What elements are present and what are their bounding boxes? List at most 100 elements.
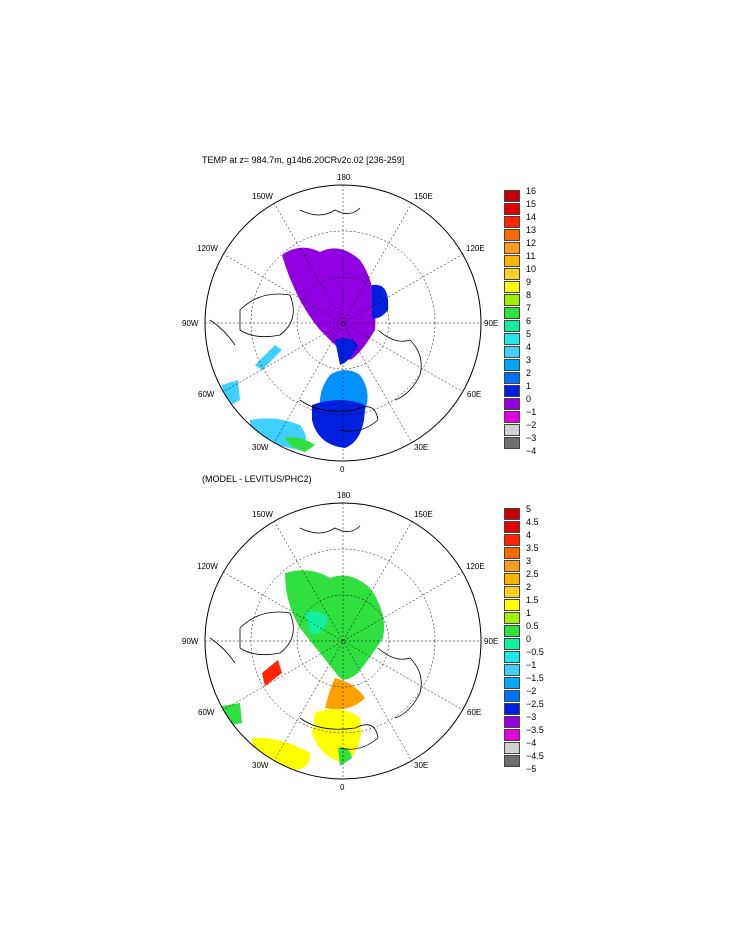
colorbar-swatch (504, 586, 520, 598)
colorbar-tick-label: −4.5 (526, 751, 544, 761)
colorbar-swatch (504, 437, 520, 449)
colorbar-row: 1 (504, 608, 564, 625)
colorbar-row: 8 (504, 290, 564, 307)
lon-label-150w: 150W (252, 510, 273, 519)
field-lightblue (319, 370, 368, 410)
colorbar-row: 10 (504, 264, 564, 281)
field-yellow-2 (252, 737, 311, 770)
colorbar-tick-label: 0 (526, 394, 532, 404)
colorbar-row: 1 (504, 381, 564, 398)
colorbar-row: 2 (504, 368, 564, 385)
colorbar-swatch (504, 190, 520, 202)
colorbar-row: 5 (504, 504, 564, 521)
colorbar-swatch (504, 385, 520, 397)
lon-label-60e: 60E (467, 390, 481, 399)
lon-label-120w: 120W (197, 562, 218, 571)
lon-label-90e: 90E (484, 637, 498, 646)
colorbar-row: 3.5 (504, 543, 564, 560)
field-blue-strait (335, 338, 358, 365)
colorbar-swatch (504, 424, 520, 436)
colorbar-temperature: 16 15 14 13 12 11 10 9 8 7 6 5 4 3 2 1 0 −1 −2 −3 −4 (504, 186, 564, 460)
colorbar-tick-label: 4 (526, 530, 532, 540)
colorbar-row: 0 (504, 394, 564, 411)
colorbar-tick-label: −3 (526, 433, 537, 443)
lon-label-90w: 90W (182, 319, 199, 328)
lon-label-120e: 120E (466, 562, 485, 571)
lon-label-90w: 90W (182, 637, 199, 646)
colorbar-tick-label: 9 (526, 277, 532, 287)
colorbar-tick-label: 13 (526, 225, 537, 235)
colorbar-tick-label: 5 (526, 504, 532, 514)
colorbar-tick-label: 15 (526, 199, 537, 209)
colorbar-tick-label: 3.5 (526, 543, 539, 553)
colorbar-swatch (504, 268, 520, 280)
colorbar-tick-label: 4.5 (526, 517, 539, 527)
colorbar-swatch (504, 242, 520, 254)
colorbar-row: 6 (504, 316, 564, 333)
field-orange (325, 678, 365, 710)
colorbar-swatch (504, 625, 520, 637)
colorbar-tick-label: 1 (526, 608, 532, 618)
field-red (262, 660, 282, 686)
field-green-3 (338, 747, 352, 766)
lon-label-120e: 120E (466, 244, 485, 253)
colorbar-row: 1.5 (504, 595, 564, 612)
colorbar-swatch (504, 216, 520, 228)
colorbar-row: −1 (504, 407, 564, 424)
colorbar-row: 12 (504, 238, 564, 255)
colorbar-row: −5 (504, 764, 564, 778)
colorbar-swatch (504, 521, 520, 533)
colorbar-tick-label: −1 (526, 660, 537, 670)
colorbar-row: −2 (504, 420, 564, 437)
colorbar-tick-label: −2 (526, 420, 537, 430)
lon-label-150e: 150E (414, 510, 433, 519)
colorbar-tick-label: 2 (526, 582, 532, 592)
lon-label-0: 0 (340, 783, 345, 792)
colorbar-tick-label: 14 (526, 212, 537, 222)
colorbar-row: 13 (504, 225, 564, 242)
lon-label-30e: 30E (414, 761, 428, 770)
polar-map-difference: 180 0 90W 90E 150W 120W 150E 120E 60W 30… (182, 491, 498, 792)
colorbar-tick-label: −2 (526, 686, 537, 696)
lon-label-0: 0 (340, 465, 345, 474)
colorbar-tick-label: −3.5 (526, 725, 544, 735)
colorbar-row: −3 (504, 712, 564, 729)
lon-label-120w: 120W (197, 244, 218, 253)
colorbar-swatch (504, 333, 520, 345)
colorbar-swatch (504, 307, 520, 319)
colorbar-swatch (504, 398, 520, 410)
colorbar-row: −0.5 (504, 647, 564, 664)
colorbar-swatch (504, 203, 520, 215)
panel2-title: (MODEL - LEVITUS/PHC2) (202, 474, 312, 484)
colorbar-swatch (504, 508, 520, 520)
colorbar-swatch (504, 703, 520, 715)
lon-label-180: 180 (337, 173, 351, 182)
field-cyan (305, 611, 328, 634)
polar-map-temperature: 180 0 90W 90E 150W 120W 150E 120E 60W 30… (182, 173, 498, 474)
colorbar-tick-label: 0.5 (526, 621, 539, 631)
colorbar-row: −4.5 (504, 751, 564, 768)
colorbar-tick-label: 11 (526, 251, 536, 261)
colorbar-tick-label: 7 (526, 303, 532, 313)
colorbar-row: 4.5 (504, 517, 564, 534)
field-blue-south (312, 400, 365, 448)
colorbar-row: 14 (504, 212, 564, 229)
colorbar-row: 4 (504, 530, 564, 547)
colorbar-swatch (504, 534, 520, 546)
colorbar-swatch (504, 755, 520, 767)
colorbar-swatch (504, 716, 520, 728)
lon-label-150e: 150E (414, 192, 433, 201)
colorbar-swatch (504, 359, 520, 371)
colorbar-tick-label: 1.5 (526, 595, 539, 605)
colorbar-tick-label: 3 (526, 355, 532, 365)
colorbar-swatch (504, 255, 520, 267)
lon-label-60w: 60W (198, 708, 215, 717)
colorbar-row: −4 (504, 446, 564, 460)
lon-label-60w: 60W (198, 390, 215, 399)
colorbar-swatch (504, 547, 520, 559)
colorbar-tick-label: 2.5 (526, 569, 539, 579)
field-purple (282, 247, 376, 360)
colorbar-row: −4 (504, 738, 564, 755)
colorbar-tick-label: 12 (526, 238, 537, 248)
colorbar-row: 3 (504, 355, 564, 372)
